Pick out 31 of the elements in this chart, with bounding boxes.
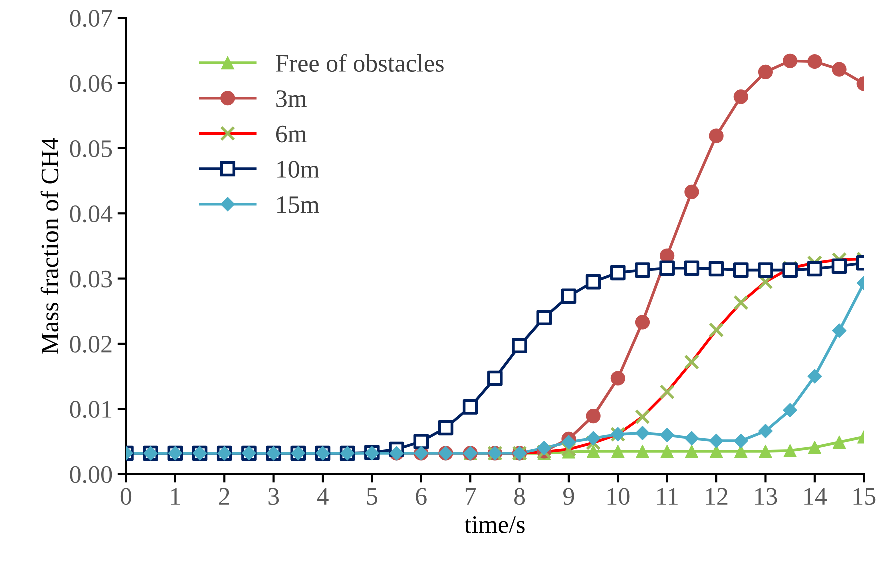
y-tick-label: 0.02 <box>70 336 112 353</box>
x-tick-label: 7 <box>466 488 476 505</box>
x-tick-label: 13 <box>755 488 778 506</box>
x-tick-label: 6 <box>416 488 427 506</box>
x-tick-label: 15 <box>854 488 876 506</box>
x-tick-label: 3 <box>268 488 280 506</box>
x-tick-label: 4 <box>317 488 329 505</box>
legend-label: 3m <box>276 90 307 108</box>
x-tick-label: 9 <box>564 488 574 506</box>
x-tick-label: 10 <box>608 488 630 506</box>
y-axis-title: Mass fraction of CH4 <box>40 138 59 354</box>
y-tick-label: 0.01 <box>70 401 112 418</box>
x-tick-label: 2 <box>219 488 230 505</box>
x-tick-label: 11 <box>658 488 678 505</box>
legend-label: 15m <box>278 196 320 214</box>
x-tick-label: 1 <box>171 488 180 505</box>
y-tick-label: 0.03 <box>70 270 112 288</box>
y-tick-label: 0.06 <box>70 75 112 92</box>
legend-label: Free of obstacles <box>276 54 444 72</box>
y-tick-label: 0.04 <box>70 206 113 223</box>
x-tick-label: 5 <box>367 488 378 506</box>
legend-label: 10m <box>278 161 320 178</box>
x-tick-label: 8 <box>514 488 526 506</box>
y-tick-label: 0.00 <box>70 466 112 484</box>
y-tick-label: 0.05 <box>70 140 112 158</box>
y-tick-label: 0.07 <box>70 10 112 28</box>
legend-label: 6m <box>276 126 307 143</box>
x-tick-label: 0 <box>120 488 132 506</box>
x-tick-label: 14 <box>804 488 828 505</box>
x-tick-label: 12 <box>706 488 728 505</box>
x-axis-title: time/s <box>464 516 525 534</box>
